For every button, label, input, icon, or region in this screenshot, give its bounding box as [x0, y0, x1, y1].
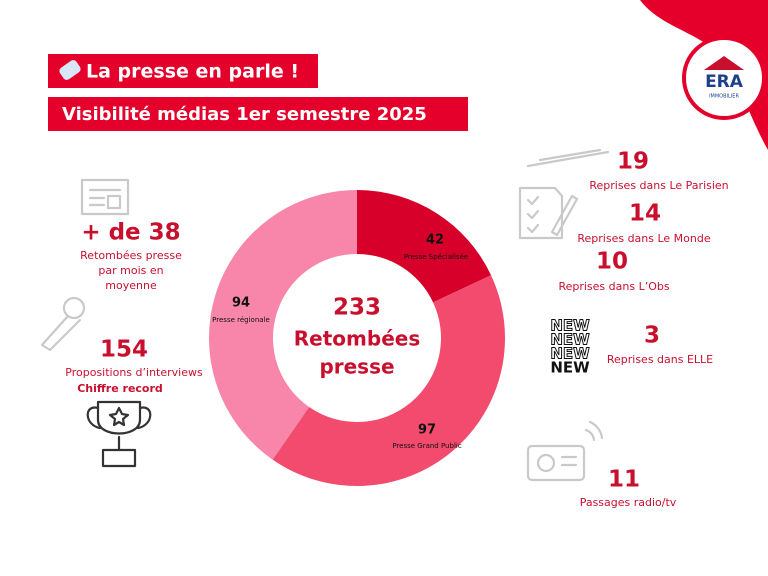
- stat-value: 3: [644, 323, 660, 349]
- title-box: [48, 54, 318, 88]
- stat-value: 10: [596, 249, 628, 275]
- subtitle-box: [48, 97, 468, 131]
- logo-tagline: IMMOBILIER: [709, 94, 739, 100]
- newspaper-icon: [80, 178, 130, 216]
- stat-value: 19: [617, 149, 649, 175]
- stat-value: 14: [629, 201, 661, 227]
- title: La presse en parle !: [86, 61, 299, 83]
- segment-value: 97: [418, 423, 436, 438]
- donut-segment: [357, 190, 492, 303]
- center-value: 233: [333, 295, 381, 321]
- stat-label: Retombées presse: [80, 249, 182, 262]
- subtitle: Visibilité médias 1er semestre 2025: [62, 104, 427, 125]
- new-icon-text: NEW: [550, 331, 590, 349]
- corner-shape: [640, 0, 768, 150]
- new-icon-text: NEW: [550, 345, 590, 363]
- logo-roof: [704, 56, 744, 70]
- logo-badge: [682, 36, 766, 120]
- segment-label: Presse Grand Public: [392, 442, 462, 450]
- stat-value: + de 38: [81, 220, 180, 246]
- donut-segment: [272, 275, 505, 486]
- stat-label: moyenne: [105, 279, 157, 292]
- press-lines-icon: [526, 148, 610, 168]
- stat-value: 11: [608, 467, 640, 493]
- stat-label: Propositions d’interviews: [65, 366, 203, 379]
- radio-icon: [526, 420, 604, 482]
- center-label: Retombées: [294, 327, 420, 351]
- document-icon: [518, 186, 579, 240]
- stat-label: Reprises dans L’Obs: [558, 280, 669, 293]
- segment-label: Presse Spécialisée: [404, 253, 468, 261]
- segment-value: 94: [232, 296, 250, 311]
- new-icon-text: NEW: [550, 359, 590, 377]
- stat-label: Reprises dans ELLE: [607, 353, 713, 366]
- stat-label: par mois en: [98, 264, 163, 277]
- stat-label: Reprises dans Le Parisien: [589, 179, 728, 192]
- trophy-icon: [86, 400, 152, 468]
- segment-label: Presse régionale: [212, 316, 270, 324]
- logo-brand: ERA: [705, 72, 744, 92]
- stat-label: Passages radio/tv: [580, 496, 677, 509]
- stat-value: 154: [100, 337, 148, 363]
- newspaper-emoji: [59, 60, 81, 80]
- new-icon-text: NEW: [550, 317, 590, 335]
- stat-label: Reprises dans Le Monde: [577, 232, 711, 245]
- segment-value: 42: [426, 233, 444, 248]
- center-label: presse: [319, 355, 394, 379]
- microphone-icon: [40, 296, 86, 352]
- stat-note: Chiffre record: [77, 382, 163, 395]
- donut-segment: [209, 190, 357, 460]
